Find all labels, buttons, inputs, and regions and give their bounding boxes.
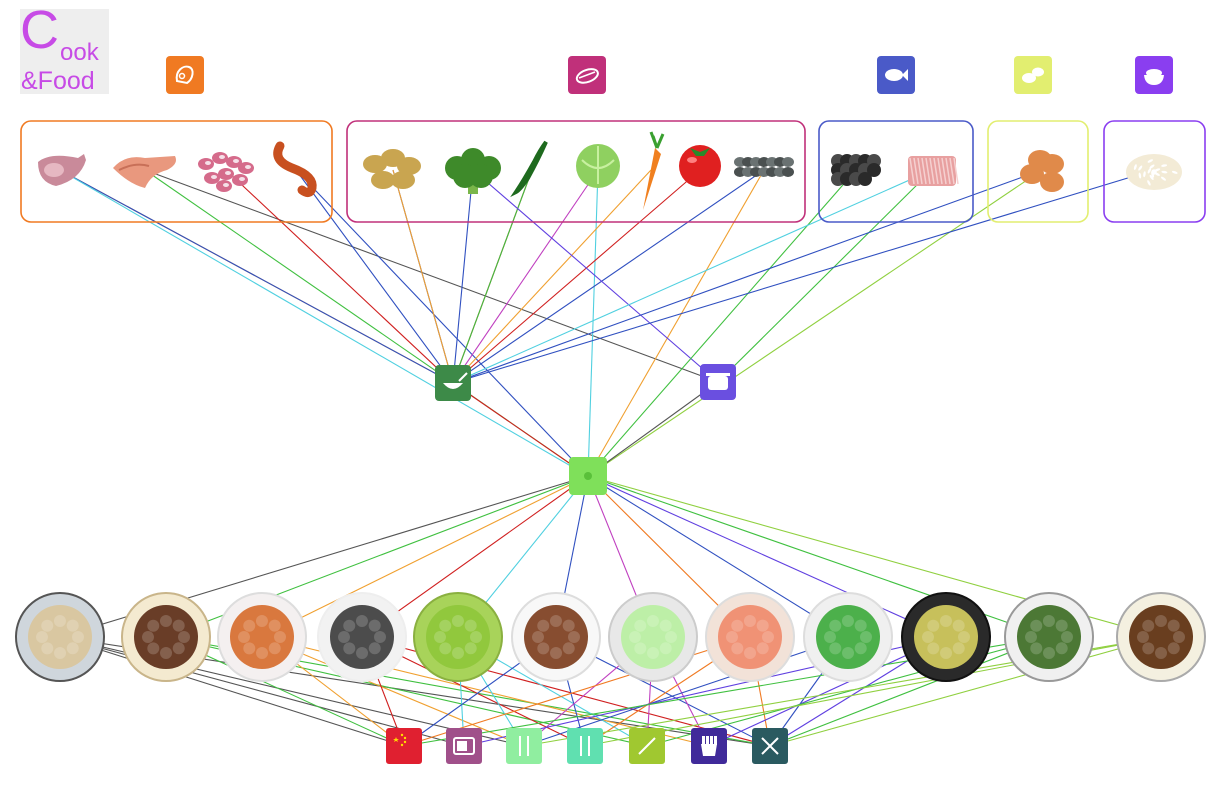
braised-wings-icon[interactable] xyxy=(121,592,211,682)
china-flag-icon[interactable] xyxy=(386,728,422,764)
link-chicken_wing-stew xyxy=(144,169,719,383)
link-hub-carrot_potato xyxy=(261,475,589,638)
chicken-soup-icon[interactable] xyxy=(15,592,105,682)
link-tea_eggs-western xyxy=(769,636,1162,747)
green-pepper-icon[interactable] xyxy=(510,140,548,198)
fish-icon[interactable] xyxy=(877,56,915,94)
black-fungus-icon[interactable] xyxy=(734,157,794,177)
link-seaweed-hub xyxy=(587,169,857,477)
cabbage-dish-icon[interactable] xyxy=(608,592,698,682)
broccoli-icon[interactable] xyxy=(445,148,501,194)
rice-bowl-icon[interactable] xyxy=(1135,56,1173,94)
link-stir_fry-hub xyxy=(452,382,589,477)
category-box-meat xyxy=(20,120,333,223)
carrot-icon[interactable] xyxy=(643,131,665,210)
hub-icon[interactable] xyxy=(569,457,607,495)
logo-letter: C xyxy=(20,0,59,60)
category-box-staple xyxy=(1103,120,1206,223)
link-rice-stir_fry xyxy=(452,169,1155,384)
category-box-seafood xyxy=(818,120,974,223)
link-sausage-hub xyxy=(295,169,589,477)
link-hub-fungus_stirfry xyxy=(361,475,589,638)
meat-icon[interactable] xyxy=(166,56,204,94)
diagram-nodes xyxy=(15,56,1206,764)
spatula-icon[interactable] xyxy=(629,728,665,764)
link-seaweed_soup-western xyxy=(769,636,1050,747)
tea-eggs-icon[interactable] xyxy=(1116,592,1206,682)
category-box-egg xyxy=(987,120,1089,223)
link-beans-stir_fry xyxy=(225,169,454,384)
rice-icon[interactable] xyxy=(1126,154,1182,190)
logo-word: ook xyxy=(60,39,99,66)
link-hub-broccoli_dish xyxy=(587,475,849,638)
wok-icon[interactable] xyxy=(435,365,471,401)
carrot-potato-dish-icon[interactable] xyxy=(217,592,307,682)
tomato-icon[interactable] xyxy=(679,145,721,187)
egg-icon[interactable] xyxy=(1014,56,1052,94)
link-fungus-stir_fry xyxy=(452,169,765,384)
link-broccoli-stew xyxy=(472,169,719,383)
logo-subtitle: &Food xyxy=(21,67,95,95)
link-cabbage-hub xyxy=(587,169,599,477)
chopsticks-icon[interactable] xyxy=(567,728,603,764)
dried-shrimp-icon[interactable] xyxy=(908,156,959,186)
potato-icon[interactable] xyxy=(363,149,421,189)
app-logo: C ook &Food xyxy=(20,3,109,95)
link-pepper-stir_fry xyxy=(452,169,533,384)
link-shrimp-stew xyxy=(717,169,933,383)
link-hub-fried_rice xyxy=(587,475,947,638)
connection-lines xyxy=(59,169,1162,747)
link-stew-hub xyxy=(587,381,719,477)
fries-icon[interactable] xyxy=(691,728,727,764)
seaweed-icon[interactable] xyxy=(831,154,881,186)
pork-chop-icon[interactable] xyxy=(38,154,86,186)
link-pork-stir_fry xyxy=(59,169,454,384)
link-chicken_soup-chinese xyxy=(59,636,405,747)
link-tomato-stir_fry xyxy=(452,169,701,384)
pepper-strips-icon[interactable] xyxy=(413,592,503,682)
eggs-icon[interactable] xyxy=(1020,150,1064,192)
fried-rice-icon[interactable] xyxy=(901,592,991,682)
microwave-icon[interactable] xyxy=(446,728,482,764)
fungus-stirfry-icon[interactable] xyxy=(317,592,407,682)
link-potato-stir_fry xyxy=(392,169,454,384)
link-cabbage-stir_fry xyxy=(452,169,599,384)
beans-icon[interactable] xyxy=(198,152,254,192)
knife-fork-icon[interactable] xyxy=(752,728,788,764)
tomato-potato-icon[interactable] xyxy=(705,592,795,682)
link-eggs-hub xyxy=(587,169,1043,477)
link-broccoli-stir_fry xyxy=(452,169,474,384)
category-box-vegetable xyxy=(346,120,806,223)
link-sausage-stir_fry xyxy=(295,169,454,384)
link-pork-hub xyxy=(59,169,589,477)
link-shrimp-stir_fry xyxy=(452,169,933,384)
link-fungus-hub xyxy=(587,169,765,477)
sausage-icon[interactable] xyxy=(273,141,317,198)
grilled-chicken-icon[interactable] xyxy=(511,592,601,682)
link-eggs-stir_fry xyxy=(452,169,1043,384)
fork-knife-icon[interactable] xyxy=(506,728,542,764)
pot-icon[interactable] xyxy=(700,364,736,400)
link-broccoli_dish-light xyxy=(523,636,849,747)
chicken-wing-icon[interactable] xyxy=(113,156,176,188)
vegetable-icon[interactable] xyxy=(568,56,606,94)
broccoli-dish-icon[interactable] xyxy=(803,592,893,682)
cabbage-icon[interactable] xyxy=(576,144,620,188)
seaweed-soup-icon[interactable] xyxy=(1004,592,1094,682)
link-carrot-stir_fry xyxy=(452,169,652,384)
link-carrot_potato-light xyxy=(261,636,525,747)
